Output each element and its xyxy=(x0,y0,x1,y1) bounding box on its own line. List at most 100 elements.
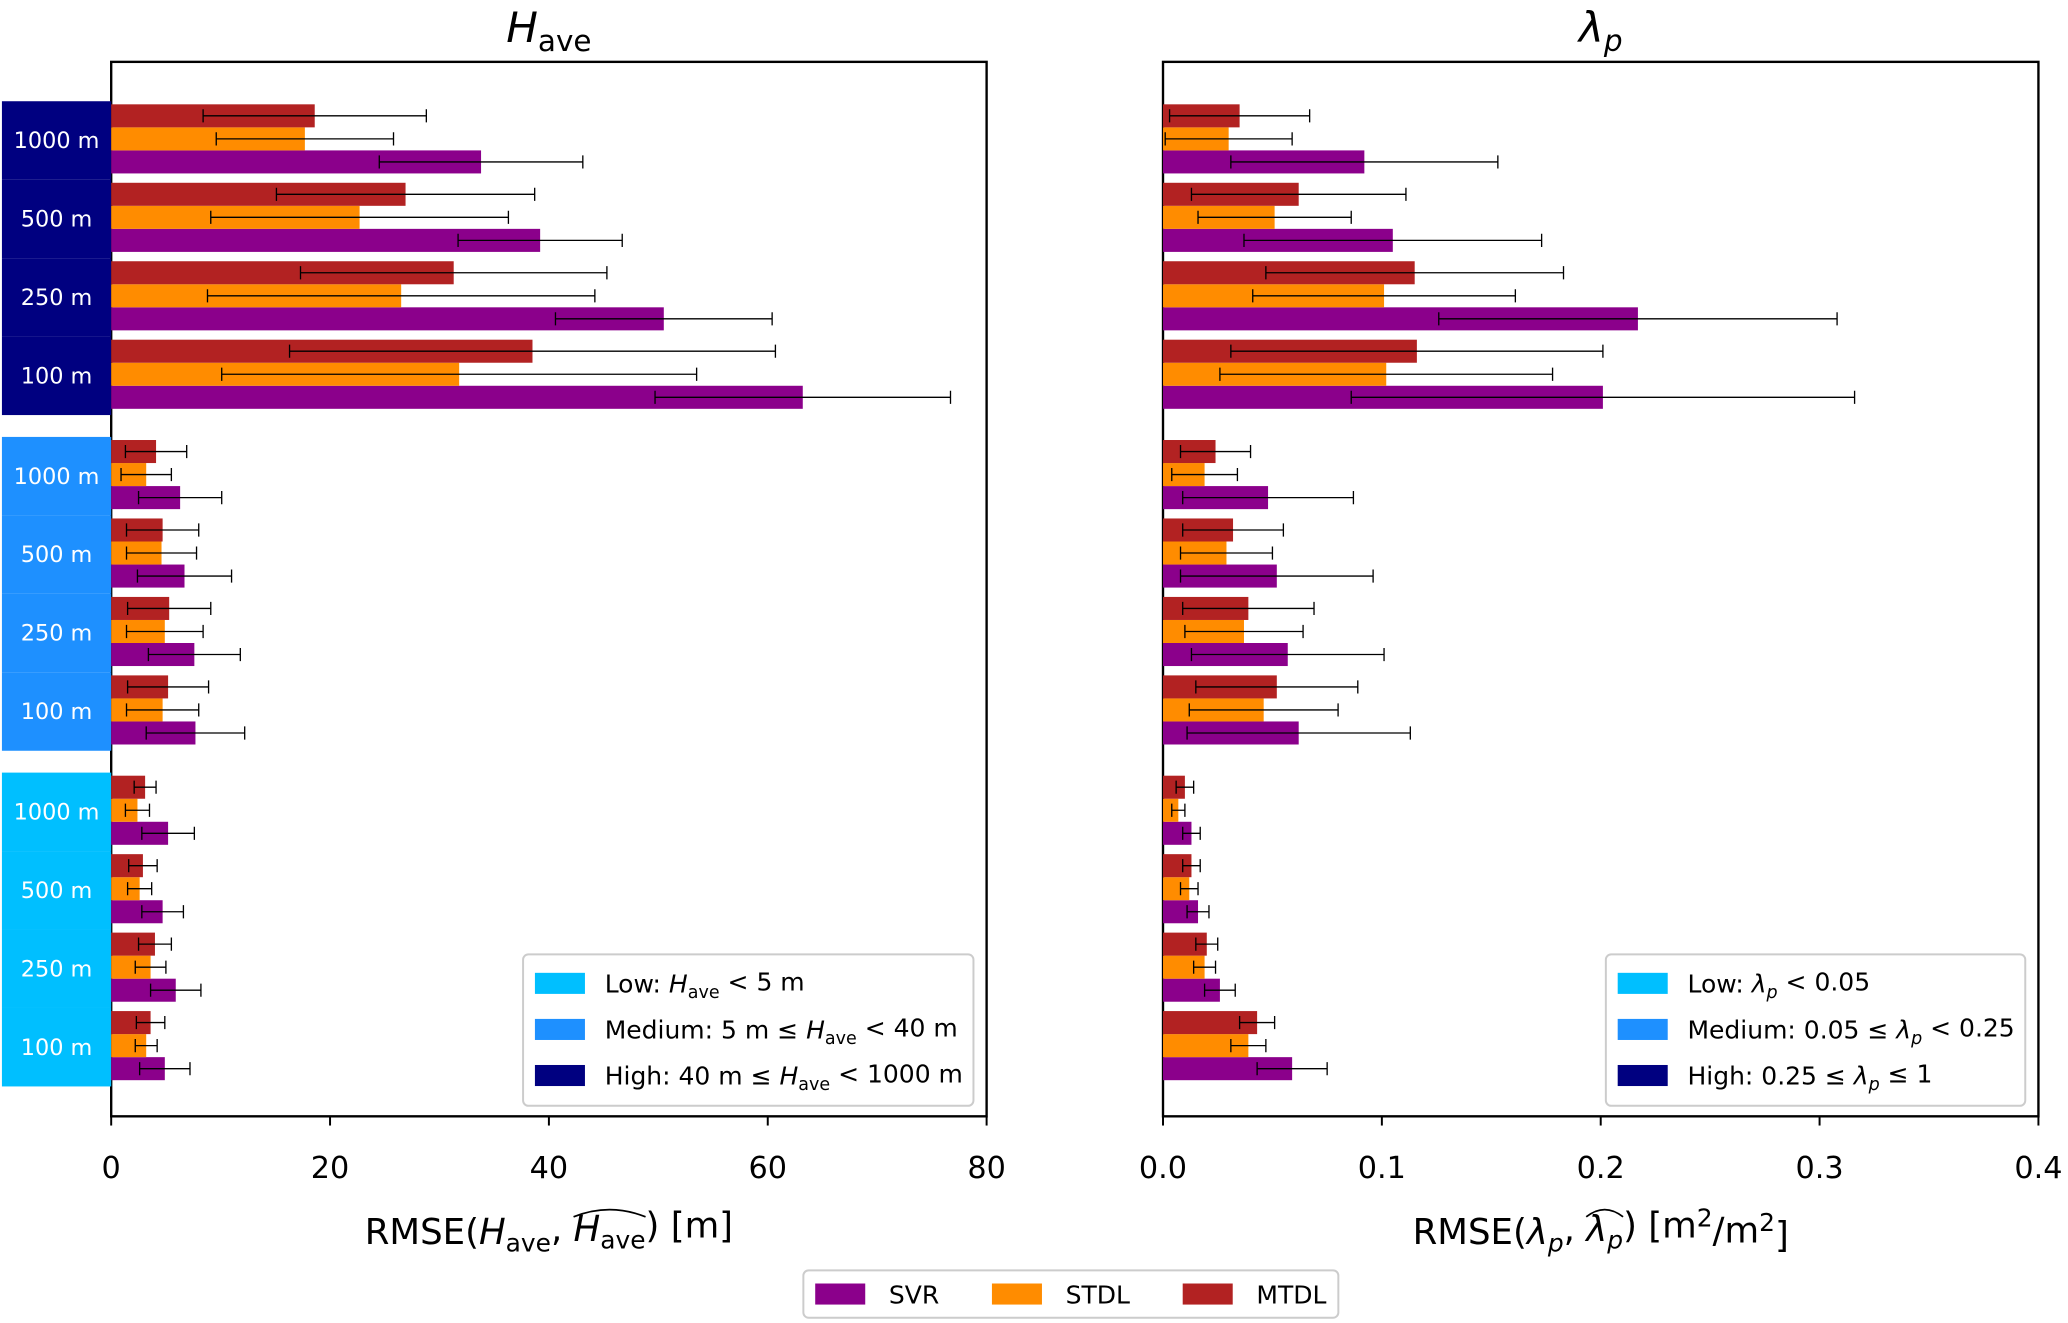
error-bar xyxy=(125,546,198,560)
text-part: Low: xyxy=(605,970,669,999)
error-bar xyxy=(138,1062,191,1076)
error-bar xyxy=(135,1016,166,1030)
category-band xyxy=(1,258,112,337)
error-bar xyxy=(1252,289,1517,303)
error-bar xyxy=(126,680,210,694)
error-bar xyxy=(299,266,608,280)
error-bar xyxy=(1175,780,1195,794)
error-bar xyxy=(1186,726,1411,740)
category-label: 1000 m xyxy=(14,464,100,490)
legend-label: MTDL xyxy=(1256,1280,1326,1309)
bar xyxy=(1163,307,1638,331)
text-part: p xyxy=(1868,1075,1880,1095)
legend-box xyxy=(802,1269,1340,1319)
text-part: p xyxy=(1603,24,1623,58)
error-bar xyxy=(1179,882,1199,896)
error-bar xyxy=(1243,233,1543,247)
error-bar xyxy=(1190,647,1385,662)
x-tick-label: 40 xyxy=(530,1151,569,1186)
bar xyxy=(111,978,176,1002)
error-bar xyxy=(141,905,185,919)
text-part: λ xyxy=(1750,970,1767,999)
text-part: H xyxy=(779,1062,798,1091)
legend-swatch xyxy=(815,1283,866,1305)
category-band xyxy=(1,101,112,180)
text-part: H xyxy=(806,1016,825,1045)
legend-swatch xyxy=(1617,972,1668,994)
bar xyxy=(111,307,664,331)
bar xyxy=(1163,1011,1258,1035)
category-band xyxy=(1,515,112,594)
category-band xyxy=(1,336,112,416)
bar xyxy=(111,900,163,924)
legend-box xyxy=(1604,953,2027,1107)
bar xyxy=(111,854,143,878)
category-label: 1000 m xyxy=(14,799,100,825)
category-label: 1000 m xyxy=(14,128,100,154)
x-tick-label: 80 xyxy=(967,1151,1006,1186)
error-bar xyxy=(554,312,773,326)
text-part: ave xyxy=(506,1228,551,1257)
x-tick-label: 0.2 xyxy=(1577,1151,1625,1186)
chart-title: Have xyxy=(506,3,591,58)
error-bar xyxy=(1179,569,1374,583)
error-bar xyxy=(1182,859,1201,873)
bar xyxy=(111,385,803,409)
category-label: 100 m xyxy=(21,363,93,389)
error-bar xyxy=(145,726,246,740)
text-part: λ xyxy=(1577,3,1604,52)
category-label: 500 m xyxy=(21,878,93,904)
error-bar xyxy=(1256,1062,1328,1076)
error-bar xyxy=(125,523,200,537)
bar xyxy=(1163,775,1185,799)
x-tick-label: 0.4 xyxy=(2014,1151,2062,1186)
error-bar xyxy=(1182,601,1315,616)
legend-label: Medium: 5 m ≤ Have < 40 m xyxy=(605,1013,958,1049)
text-part: /m xyxy=(1713,1210,1760,1251)
bar xyxy=(111,798,138,822)
legend-label: Low: Have < 5 m xyxy=(605,967,805,1003)
category-band xyxy=(1,593,112,673)
error-bar xyxy=(1171,803,1186,817)
category-band xyxy=(1,179,112,259)
text-part: λ xyxy=(1852,1062,1869,1091)
error-bar xyxy=(124,444,188,459)
legend-label: Low: λp < 0.05 xyxy=(1687,967,1870,1003)
legend: Low: Have < 5 m Medium: 5 m ≤ Have < 40 m… xyxy=(522,953,975,1107)
category-band xyxy=(1,672,112,751)
error-bar xyxy=(1265,266,1565,280)
series-legend: SVR STDL MTDL xyxy=(802,1269,1340,1319)
error-bar xyxy=(124,803,151,817)
x-axis-label: RMSE(Have, Have) [m] xyxy=(365,1206,733,1258)
text-part: ave xyxy=(688,983,720,1003)
bar xyxy=(111,1011,151,1035)
text-part: ≤ 1 xyxy=(1880,1059,1933,1088)
error-bar xyxy=(1179,546,1274,560)
bar xyxy=(111,150,482,174)
legend-label: High: 0.25 ≤ λp ≤ 1 xyxy=(1687,1059,1932,1095)
error-bar xyxy=(378,155,584,169)
category-label: 250 m xyxy=(21,285,93,311)
chart-title: λp xyxy=(1577,3,1623,58)
error-bar xyxy=(206,289,596,303)
error-bar xyxy=(1164,132,1293,146)
error-bar xyxy=(215,132,395,146)
text-part: ) [m xyxy=(1623,1206,1697,1247)
error-bar xyxy=(136,569,233,583)
error-bar xyxy=(202,109,427,123)
error-bar xyxy=(221,367,698,381)
bar xyxy=(1163,978,1220,1002)
error-bar xyxy=(1182,491,1355,505)
legend-swatch xyxy=(1617,1018,1668,1040)
x-tick-label: 0.3 xyxy=(1796,1151,1844,1186)
text-part: < 1000 m xyxy=(830,1059,963,1088)
legend-label: STDL xyxy=(1066,1280,1130,1309)
category-band xyxy=(1,851,112,930)
error-bar xyxy=(1438,312,1838,326)
legend-label: SVR xyxy=(889,1280,939,1309)
bar xyxy=(111,821,169,845)
error-bar xyxy=(1195,680,1359,694)
error-bar xyxy=(275,187,536,201)
x-tick-label: 0.1 xyxy=(1358,1151,1406,1186)
